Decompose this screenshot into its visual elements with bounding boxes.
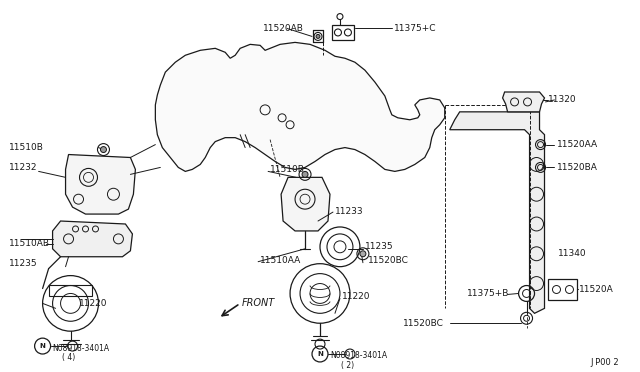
Text: 11520AA: 11520AA (557, 140, 598, 149)
Circle shape (100, 147, 106, 153)
Text: 11320: 11320 (547, 96, 576, 105)
Text: N: N (40, 343, 45, 349)
Text: 11520BC: 11520BC (403, 319, 444, 328)
Text: 11235: 11235 (9, 259, 37, 268)
Polygon shape (52, 221, 132, 257)
Polygon shape (450, 112, 545, 313)
Text: 11520BC: 11520BC (368, 256, 409, 265)
Polygon shape (65, 154, 136, 214)
Text: 11375+B: 11375+B (467, 289, 509, 298)
Circle shape (302, 171, 308, 177)
Text: 11220: 11220 (79, 299, 107, 308)
Text: FRONT: FRONT (242, 298, 275, 308)
Text: 11510B: 11510B (270, 165, 305, 174)
Text: 11510B: 11510B (9, 143, 44, 152)
Polygon shape (281, 177, 330, 231)
Text: ( 2): ( 2) (341, 362, 355, 371)
Bar (332, 25, 354, 41)
Text: 11520A: 11520A (579, 285, 614, 294)
Circle shape (316, 35, 320, 38)
Text: 11233: 11233 (335, 206, 364, 216)
Text: 11510AA: 11510AA (260, 256, 301, 265)
Polygon shape (156, 42, 445, 171)
Text: J P00 2: J P00 2 (591, 359, 620, 368)
Circle shape (360, 251, 366, 257)
Text: 11520AB: 11520AB (263, 24, 304, 33)
Text: ( 4): ( 4) (62, 353, 75, 362)
Bar (49, 285, 93, 296)
Text: 11520BA: 11520BA (557, 163, 597, 172)
Text: N08918-3401A: N08918-3401A (52, 344, 109, 353)
Text: 11232: 11232 (9, 163, 37, 172)
Text: 11340: 11340 (557, 249, 586, 258)
Text: 11510AB: 11510AB (9, 239, 50, 248)
Text: 11375+C: 11375+C (394, 24, 436, 33)
Polygon shape (502, 92, 545, 112)
Text: 11220: 11220 (342, 292, 371, 301)
Text: N08918-3401A: N08918-3401A (330, 352, 387, 360)
Text: 11235: 11235 (365, 242, 394, 251)
Bar (547, 279, 577, 301)
Text: N: N (317, 351, 323, 357)
